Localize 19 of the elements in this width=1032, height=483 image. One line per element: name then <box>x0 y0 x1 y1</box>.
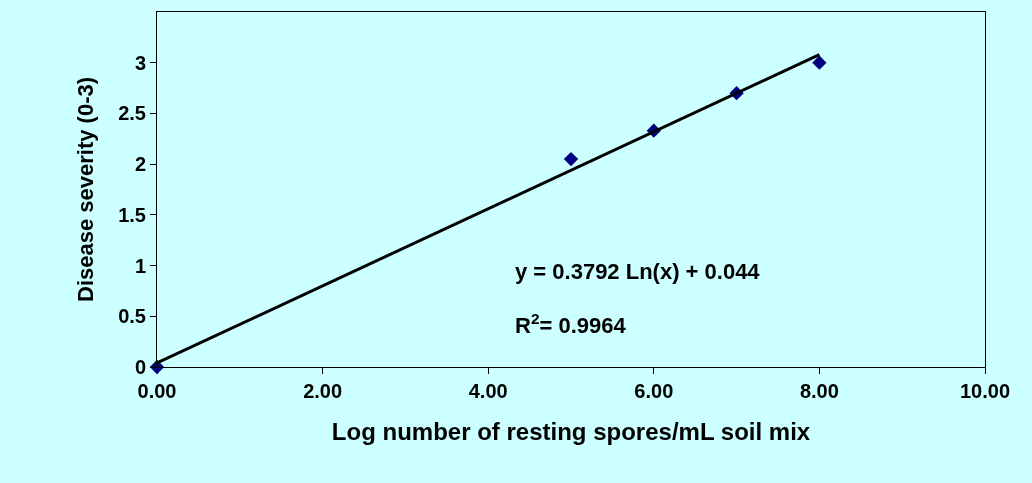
y-tick-label: 2.5 <box>118 102 146 125</box>
x-tick-label: 6.00 <box>634 380 674 402</box>
x-tick-label: 0.00 <box>137 380 177 402</box>
point <box>563 151 579 167</box>
y-tick-label: 1 <box>134 254 146 277</box>
y-tick-label: 1.5 <box>118 203 146 226</box>
x-tick-label: 10.00 <box>959 380 1011 402</box>
annotation: R$^{2}$= 0.9964 <box>515 310 627 339</box>
y-tick-label: 0 <box>134 356 146 378</box>
x-tick-label: 4.00 <box>468 380 508 402</box>
x-tick-label: 8.00 <box>799 380 839 402</box>
annotation: y = 0.3792 Ln(x) + 0.044 <box>515 259 761 284</box>
y-tick-label: 0.5 <box>118 305 146 328</box>
y-tick-label: 2 <box>134 153 146 176</box>
x-tick-label: 2.00 <box>303 380 343 402</box>
y-tick-label: 3 <box>134 51 146 74</box>
y-axis-title: Disease severity (0-3) <box>72 76 98 303</box>
point <box>812 55 827 70</box>
x-axis-title: Log number of resting spores/mL soil mix <box>331 418 811 446</box>
